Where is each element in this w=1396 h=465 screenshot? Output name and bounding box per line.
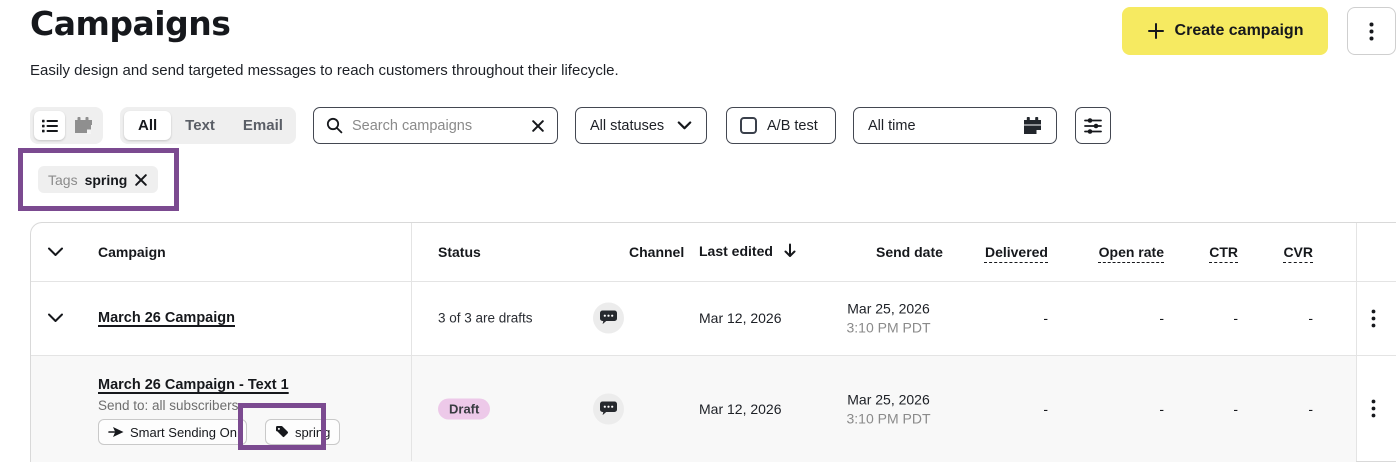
tab-all[interactable]: All: [124, 111, 172, 140]
list-view-button[interactable]: [34, 111, 65, 140]
row-actions-cell: [1358, 303, 1388, 333]
tab-email[interactable]: Email: [229, 111, 297, 140]
chevron-down-icon: [677, 121, 692, 130]
remove-tags-filter-icon[interactable]: [134, 173, 148, 187]
send-time-value: 3:10 PM PDT: [846, 410, 931, 426]
campaign-column-divider: [411, 223, 412, 461]
create-campaign-button[interactable]: Create campaign: [1122, 7, 1328, 55]
page-subtitle: Easily design and send targeted messages…: [30, 62, 619, 79]
column-header-send-date: Send date: [876, 244, 943, 260]
table-row-campaign-child: March 26 Campaign - Text 1 Send to: all …: [31, 355, 1396, 462]
spring-tag-badge: spring: [264, 419, 341, 445]
last-edited-cell: Mar 12, 2026: [699, 310, 782, 326]
actions-column-divider: [1356, 223, 1357, 461]
draft-status-badge: Draft: [438, 398, 491, 419]
send-date-cell: Mar 25, 2026 3:10 PM PDT: [806, 391, 971, 426]
search-campaigns-box[interactable]: [313, 107, 558, 144]
delivered-cell: -: [1043, 400, 1048, 417]
ab-test-checkbox[interactable]: [740, 117, 757, 134]
sms-channel-icon: [592, 393, 624, 424]
spring-tag-label: spring: [294, 424, 331, 440]
sliders-icon: [1083, 117, 1103, 135]
kebab-icon: [1369, 22, 1374, 41]
send-icon: [108, 426, 124, 438]
advanced-filters-button[interactable]: [1075, 107, 1111, 144]
column-header-ctr[interactable]: CTR: [1209, 244, 1238, 260]
ab-test-filter[interactable]: A/B test: [726, 107, 836, 144]
row2-background: [31, 355, 1356, 462]
send-to-text: Send to: all subscribers: [98, 398, 239, 413]
send-date-cell: Mar 25, 2026 3:10 PM PDT: [806, 301, 971, 336]
annotation-box-tags-filter: Tags spring: [18, 148, 179, 211]
date-range-filter[interactable]: All time: [853, 107, 1057, 144]
column-header-open-rate[interactable]: Open rate: [1098, 244, 1164, 260]
status-filter-label: All statuses: [590, 117, 665, 134]
status-badge-cell: Draft: [438, 398, 491, 419]
row-actions-cell: [1358, 394, 1388, 424]
calendar-view-button[interactable]: [67, 111, 98, 140]
last-edited-cell: Mar 12, 2026: [699, 400, 782, 417]
clear-search-icon[interactable]: [531, 119, 545, 133]
tags-filter-chip[interactable]: Tags spring: [38, 166, 159, 193]
column-header-channel: Channel: [629, 244, 685, 260]
column-header-last-edited[interactable]: Last edited: [699, 243, 797, 261]
header-divider: [31, 281, 1396, 282]
column-header-last-edited-label: Last edited: [699, 243, 773, 259]
list-icon: [41, 118, 59, 134]
calendar-icon: [74, 117, 92, 134]
search-icon: [326, 117, 343, 134]
cvr-cell: -: [1308, 400, 1313, 417]
tags-filter-value: spring: [84, 171, 128, 188]
delivered-cell: -: [1043, 310, 1048, 326]
time-filter-label: All time: [868, 117, 916, 134]
sort-descending-icon[interactable]: [783, 243, 797, 261]
column-header-status: Status: [438, 244, 481, 260]
campaign-name-link[interactable]: March 26 Campaign: [98, 310, 235, 326]
plus-icon: [1147, 22, 1165, 40]
send-time-value: 3:10 PM PDT: [846, 319, 931, 336]
page-overflow-menu-button[interactable]: [1347, 7, 1396, 55]
open-rate-cell: -: [1159, 400, 1164, 417]
campaign-name-link[interactable]: March 26 Campaign - Text 1: [98, 377, 289, 393]
campaign-status-text: 3 of 3 are drafts: [438, 310, 533, 326]
send-date-value: Mar 25, 2026: [847, 300, 930, 317]
row-actions-menu-button[interactable]: [1358, 303, 1388, 333]
smart-sending-badge: Smart Sending On: [98, 419, 247, 445]
column-header-campaign[interactable]: Campaign: [98, 244, 166, 260]
cvr-cell: -: [1308, 310, 1313, 326]
page-title: Campaigns: [30, 4, 231, 43]
ctr-cell: -: [1233, 310, 1238, 326]
channel-cell: [592, 393, 624, 424]
table-header-row: Campaign Status Channel Last edited Send…: [31, 223, 1396, 281]
campaigns-table: Campaign Status Channel Last edited Send…: [30, 222, 1396, 462]
collapse-all-chevron-icon[interactable]: [47, 247, 64, 257]
tab-text[interactable]: Text: [171, 111, 229, 140]
open-rate-cell: -: [1159, 310, 1164, 326]
column-header-cvr[interactable]: CVR: [1283, 244, 1313, 260]
ctr-cell: -: [1233, 400, 1238, 417]
tag-icon: [275, 425, 289, 439]
table-row-campaign-parent: March 26 Campaign 3 of 3 are drafts Mar …: [31, 281, 1396, 355]
channel-cell: [592, 302, 624, 334]
row-divider: [31, 355, 1396, 356]
collapse-row-chevron-icon[interactable]: [47, 313, 64, 323]
calendar-icon: [1023, 116, 1042, 135]
create-campaign-label: Create campaign: [1174, 22, 1304, 39]
search-input[interactable]: [352, 117, 522, 134]
smart-sending-label: Smart Sending On: [130, 424, 237, 440]
send-date-value: Mar 25, 2026: [847, 391, 930, 407]
campaign-badges: Smart Sending On spring: [98, 419, 341, 445]
status-filter-dropdown[interactable]: All statuses: [575, 107, 707, 144]
tags-filter-key: Tags: [48, 171, 78, 188]
row-actions-menu-button[interactable]: [1358, 394, 1388, 424]
channel-tabs: All Text Email: [120, 107, 296, 144]
ab-test-label: A/B test: [767, 117, 818, 134]
column-header-delivered[interactable]: Delivered: [984, 244, 1048, 260]
sms-channel-icon: [592, 302, 624, 334]
view-toggle: [30, 107, 103, 144]
